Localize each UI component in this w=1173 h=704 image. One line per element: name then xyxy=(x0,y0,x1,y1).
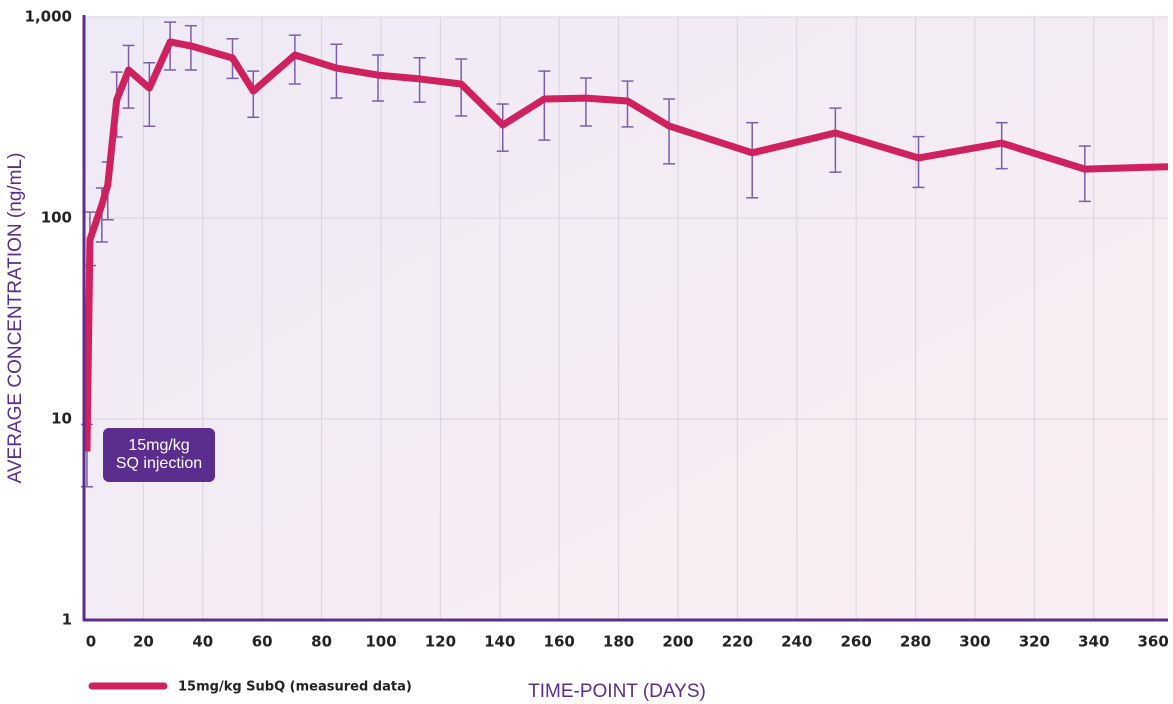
x-tick-label: 20 xyxy=(133,633,154,651)
x-tick-label: 180 xyxy=(603,633,634,651)
x-tick-label: 120 xyxy=(425,633,456,651)
plot-background xyxy=(84,17,1168,620)
x-tick-label: 300 xyxy=(959,633,990,651)
x-tick-label: 0 xyxy=(86,633,96,651)
error-bar xyxy=(746,121,759,199)
x-tick-label: 160 xyxy=(544,633,575,651)
error-bar xyxy=(912,135,925,189)
y-axis-label: AVERAGE CONCENTRATION (ng/mL) xyxy=(5,153,26,484)
error-bar xyxy=(1078,145,1091,203)
x-axis-label: TIME-POINT (DAYS) xyxy=(528,681,706,702)
x-tick-label: 260 xyxy=(841,633,872,651)
x-tick-label: 340 xyxy=(1078,633,1109,651)
y-tick-label: 10 xyxy=(51,410,72,428)
annotation: 15mg/kg SQ injection xyxy=(116,437,202,472)
x-tick-label: 280 xyxy=(900,633,931,651)
error-bar xyxy=(538,70,551,141)
x-tick-label: 320 xyxy=(1019,633,1050,651)
error-bar xyxy=(143,62,156,128)
y-tick-label: 100 xyxy=(41,209,72,227)
x-tick-label: 140 xyxy=(484,633,515,651)
x-tick-label: 40 xyxy=(192,633,213,651)
x-tick-label: 240 xyxy=(781,633,812,651)
y-tick-label: 1 xyxy=(62,611,72,629)
x-tick-label: 200 xyxy=(662,633,693,651)
x-tick-label: 60 xyxy=(252,633,273,651)
error-bar xyxy=(579,77,592,127)
y-tick-label: 1,000 xyxy=(25,8,72,26)
x-tick-label: 220 xyxy=(722,633,753,651)
data-line xyxy=(83,38,1169,452)
error-bar xyxy=(829,107,842,173)
x-tick-label: 80 xyxy=(311,633,332,651)
error-bar xyxy=(663,98,676,165)
annotation-box xyxy=(103,428,215,482)
legend-label: 15mg/kg SubQ (measured data) xyxy=(178,680,412,695)
x-tick-label: 100 xyxy=(365,633,396,651)
x-tick-label: 360 xyxy=(1137,633,1168,651)
